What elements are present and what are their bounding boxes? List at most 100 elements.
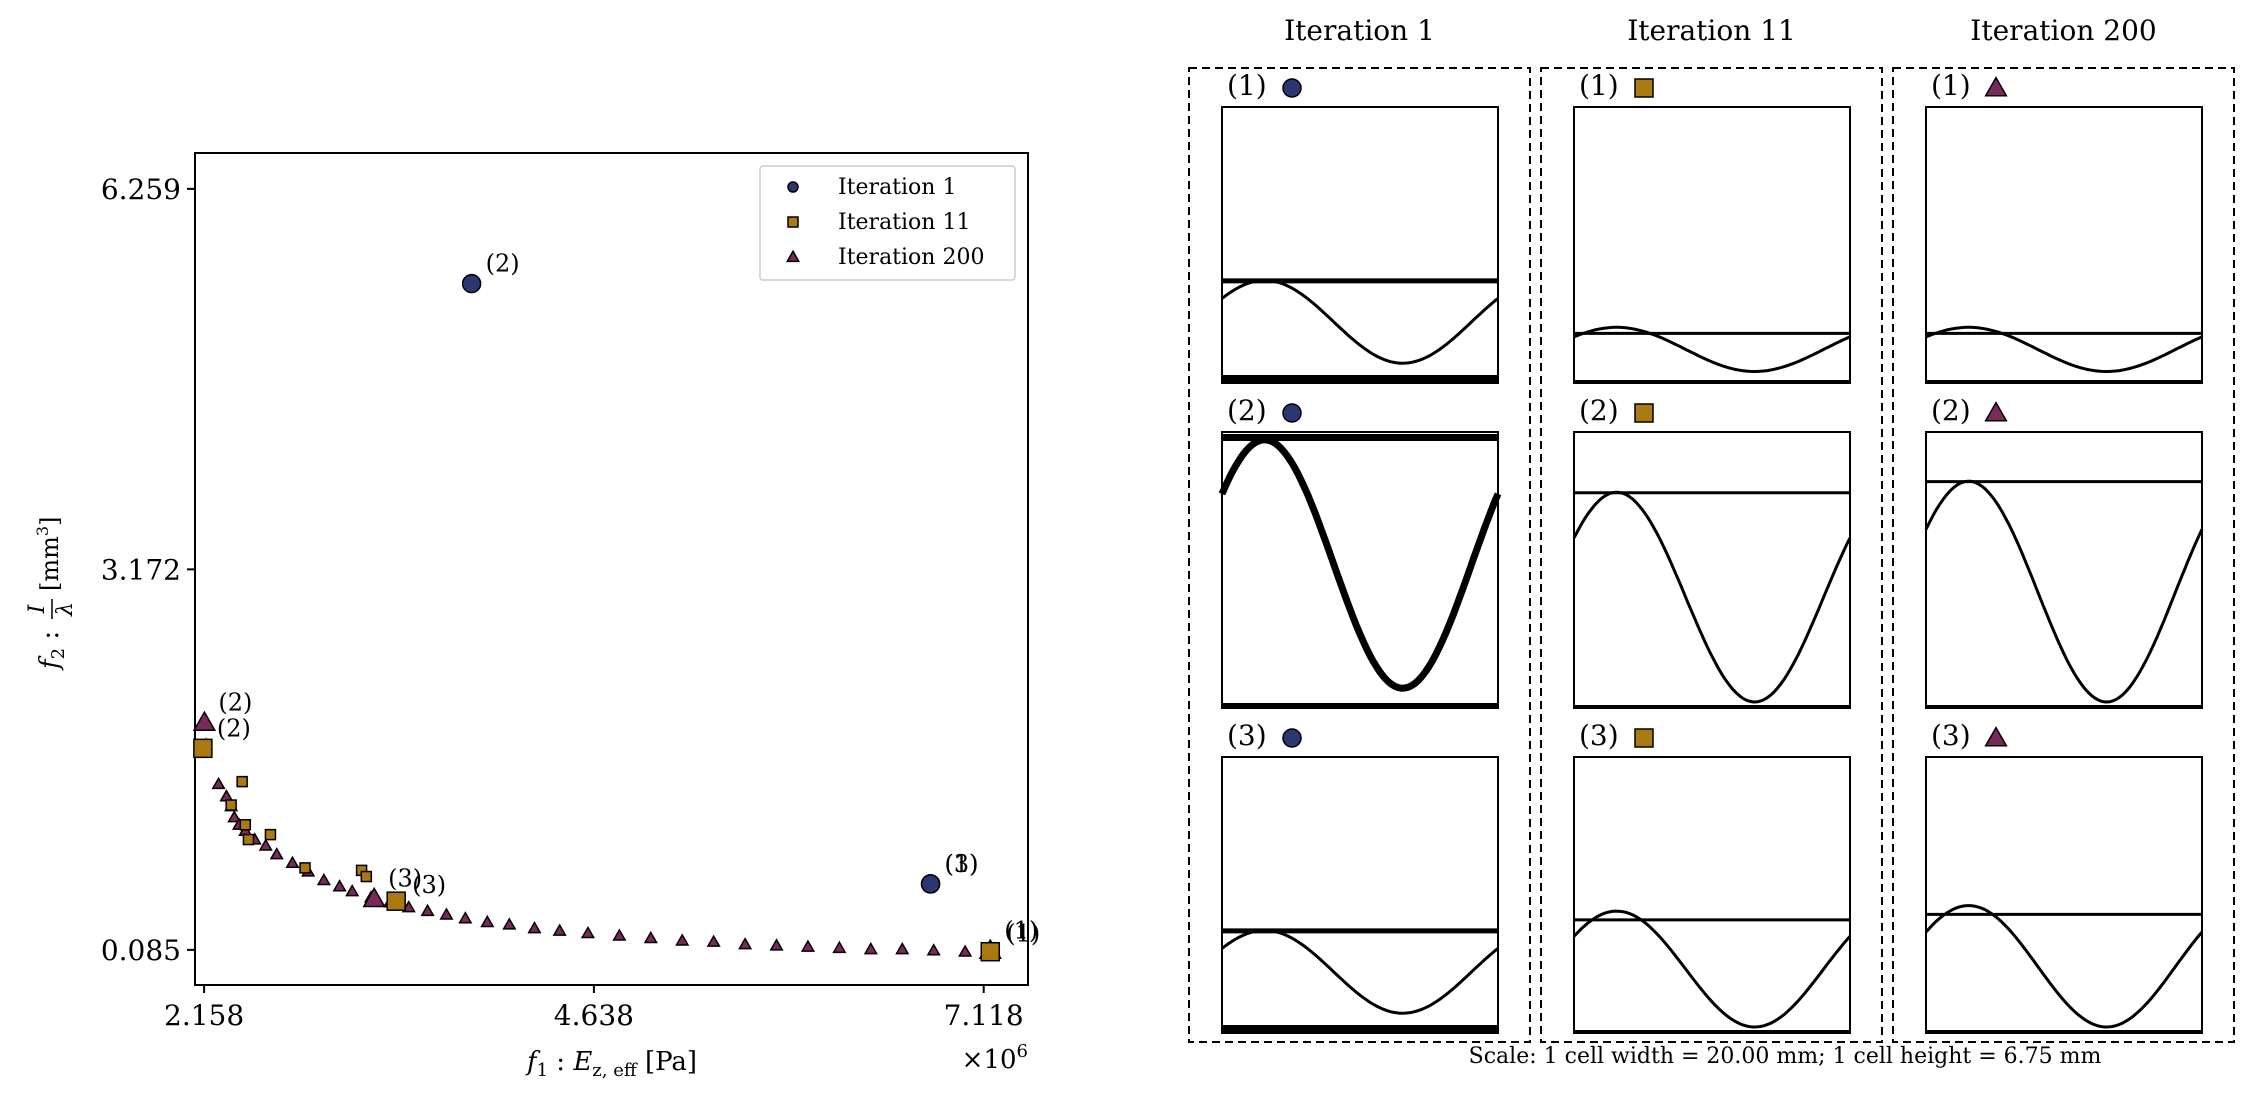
point: [264, 828, 277, 841]
row-label: (1): [1227, 69, 1267, 102]
y-axis-label: f2 : I λ [mm3]: [25, 517, 78, 671]
data-points: [192, 273, 1002, 962]
legend-label: Iteration 200: [838, 245, 984, 270]
point: [580, 925, 595, 939]
point: [420, 903, 435, 917]
legend-marker: [787, 181, 799, 193]
point: [332, 879, 347, 892]
point-label: (3): [945, 850, 979, 878]
cell-frame: [1925, 106, 2203, 384]
legend-box: [759, 165, 1016, 281]
cell-frame: [1221, 106, 1499, 384]
row-label: (3): [1579, 719, 1619, 752]
point: [800, 939, 816, 952]
x-tick-label: 7.118: [944, 999, 1024, 1032]
point: [225, 799, 237, 811]
legend-label: Iteration 11: [838, 210, 970, 235]
column-title: Iteration 200: [1970, 14, 2156, 47]
point: [236, 775, 248, 788]
point-label: (2): [218, 688, 252, 716]
point: [675, 933, 690, 946]
x-axis-label: f1 : Ez, eff [Pa]: [525, 1047, 697, 1081]
cell-wave: [1925, 325, 2203, 373]
point: [458, 911, 473, 924]
y-tick-label: 6.259: [101, 173, 181, 206]
point-highlighted: [386, 891, 406, 911]
point: [360, 870, 373, 883]
shapes-grid-panel: Iteration 1(1)(2)(3)Iteration 11(1)(2)(3…: [1188, 14, 2235, 1043]
row-label: (2): [1931, 394, 1971, 427]
point-label: (1): [945, 850, 979, 878]
point: [285, 855, 300, 869]
row-label: (3): [1931, 719, 1971, 752]
point: [738, 937, 753, 950]
point-highlighted: [920, 874, 941, 894]
row-label: (2): [1227, 394, 1267, 427]
row-marker: [1282, 403, 1302, 423]
point-label: (2): [217, 714, 251, 742]
cell-frame: [1573, 756, 1851, 1034]
point: [926, 943, 941, 956]
point: [480, 914, 495, 928]
point: [895, 941, 910, 955]
cell-frame: [1221, 431, 1499, 709]
point: [299, 862, 311, 874]
cell-wave: [1221, 278, 1499, 365]
legend-marker: [785, 249, 801, 263]
point: [643, 930, 658, 944]
cell-frame: [1925, 431, 2203, 709]
point: [219, 789, 234, 802]
legend-marker: [787, 216, 799, 228]
point: [527, 921, 542, 934]
point-highlighted: [362, 886, 386, 908]
cell-frame: [1221, 756, 1499, 1034]
point: [502, 917, 517, 930]
point: [552, 923, 567, 936]
column-title: Iteration 1: [1284, 14, 1435, 47]
point: [227, 810, 242, 823]
point: [958, 944, 973, 957]
x-tick-label: 4.638: [554, 999, 634, 1032]
cell-wave: [1572, 490, 1852, 704]
point-label: (2): [486, 250, 520, 278]
column-box: [1188, 67, 1531, 1043]
cell-frame: [1925, 756, 2203, 1034]
point-label: (1): [1006, 920, 1040, 948]
point: [706, 934, 721, 947]
cell-wave: [1924, 479, 2204, 704]
point-highlighted: [461, 273, 482, 294]
point: [612, 928, 627, 941]
row-marker: [1984, 726, 2008, 747]
row-marker: [1984, 401, 2008, 422]
cell-wave: [1218, 436, 1502, 692]
point: [439, 907, 454, 920]
x-multiplier: ×106: [962, 1041, 1028, 1075]
point: [242, 833, 255, 846]
cell-wave: [1924, 904, 2204, 1029]
point-highlighted: [980, 941, 1001, 962]
svg-text:λ: λ: [53, 602, 78, 617]
row-label: (1): [1931, 69, 1971, 102]
svg-text:I: I: [25, 603, 50, 614]
point-label: (1): [1004, 916, 1038, 944]
row-marker: [1634, 728, 1654, 748]
point-highlighted: [193, 738, 213, 759]
cell-frame: [1573, 106, 1851, 384]
point: [258, 838, 273, 851]
y-tick-label: 0.085: [101, 934, 181, 967]
cell-wave: [1572, 909, 1852, 1029]
legend-label: Iteration 1: [838, 175, 956, 200]
row-marker: [1634, 403, 1654, 423]
point-label: (3): [412, 871, 446, 899]
cell-wave: [1573, 325, 1851, 373]
cell-frame: [1573, 431, 1851, 709]
row-label: (1): [1579, 69, 1619, 102]
legend: Iteration 1 Iteration 11 Iteration 200: [759, 165, 1016, 281]
point: [269, 847, 284, 860]
row-marker: [1282, 78, 1302, 98]
row-marker: [1634, 78, 1654, 98]
point: [345, 884, 360, 897]
point: [316, 872, 331, 886]
row-label: (2): [1579, 394, 1619, 427]
